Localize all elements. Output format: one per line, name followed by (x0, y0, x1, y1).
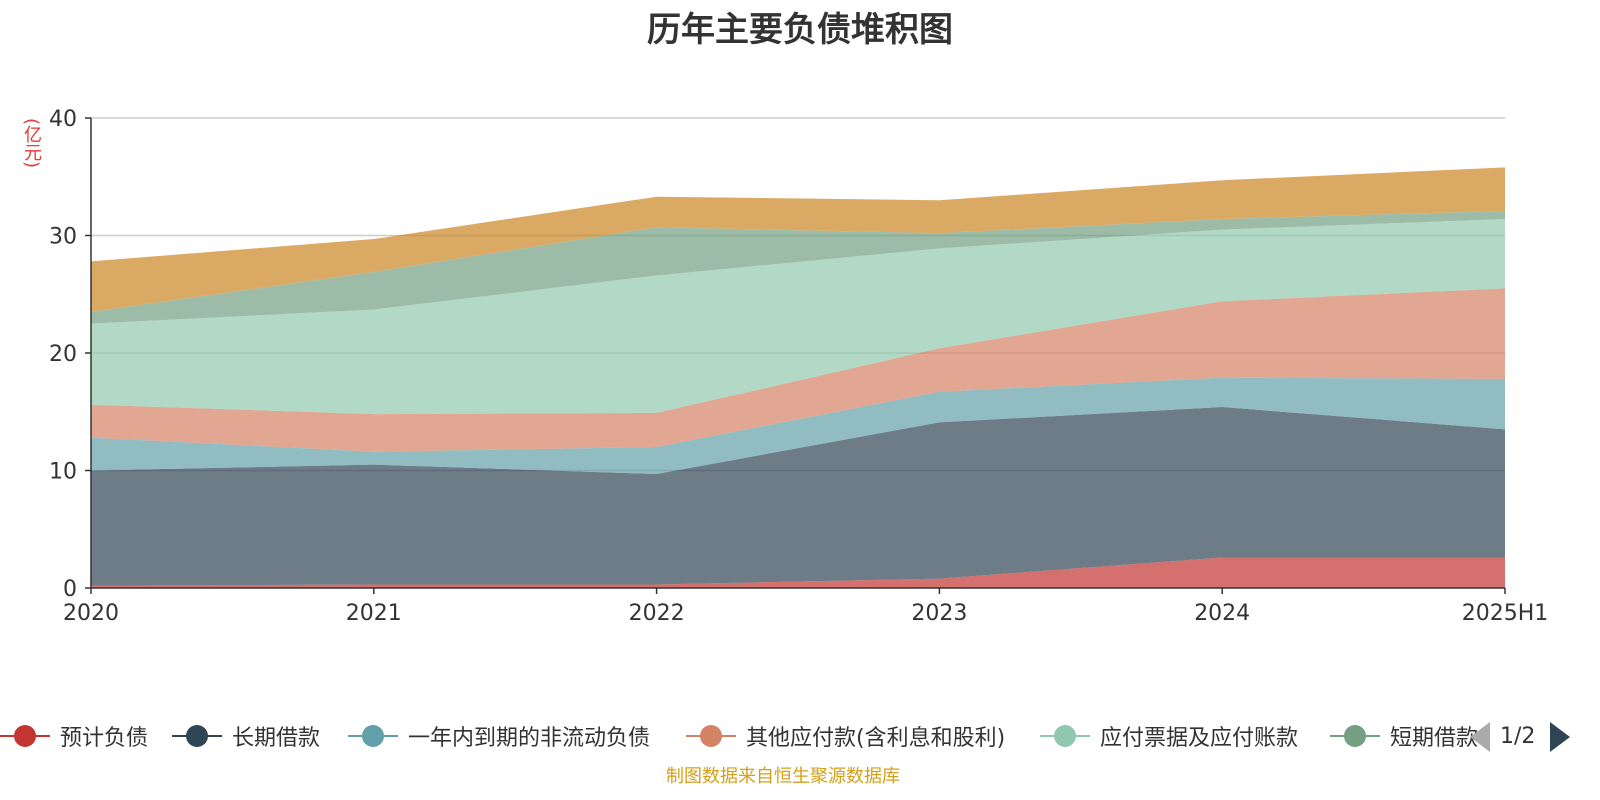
legend-marker-icon (1330, 724, 1380, 748)
area-series-4[interactable] (91, 219, 1505, 415)
x-tick-label: 2024 (1194, 601, 1250, 626)
legend-label: 短期借款 (1390, 726, 1479, 751)
legend-pager: 1/2 (1470, 722, 1600, 752)
chart-plot: 0 10 20 30 40 2020 2021 2022 2023 2024 2025H1 (49, 107, 1548, 626)
legend-item-1[interactable]: 长期借款 (172, 718, 320, 754)
legend-label: 一年内到期的非流动负债 (408, 726, 651, 751)
legend-label: 应付票据及应付账款 (1100, 726, 1299, 751)
x-tick-label: 2020 (63, 601, 119, 626)
legend-marker-icon (686, 724, 736, 748)
legend-marker-icon (348, 724, 398, 748)
y-tick-label: 10 (49, 460, 77, 485)
area-series-1[interactable] (91, 407, 1505, 586)
area-series-2[interactable] (91, 377, 1505, 475)
y-tick-label: 30 (49, 225, 77, 250)
area-series-3[interactable] (91, 288, 1505, 452)
legend-prev-page-arrow-icon[interactable] (1470, 722, 1490, 752)
legend-item-4[interactable]: 应付票据及应付账款 (1040, 718, 1298, 754)
y-tick-label: 0 (63, 577, 77, 602)
legend-label: 长期借款 (232, 726, 321, 751)
x-tick-label: 2023 (911, 601, 967, 626)
x-tick-label: 2022 (629, 601, 685, 626)
y-axis-unit-label: (亿元) (21, 118, 42, 169)
legend-next-page-arrow-icon[interactable] (1550, 722, 1570, 752)
legend-label: 预计负债 (60, 726, 149, 751)
area-series-6[interactable] (91, 167, 1505, 312)
area-series-5[interactable] (91, 210, 1505, 324)
legend-item-5[interactable]: 短期借款 (1330, 718, 1478, 754)
legend-marker-icon (1040, 724, 1090, 748)
legend-item-0[interactable]: 预计负债 (0, 718, 148, 754)
data-source-note: 制图数据来自恒生聚源数据库 (666, 766, 900, 787)
legend: 预计负债 长期借款 一年内到期的非流动负债 其他应付款(含利息和股利) 应付票据及应付账… (0, 718, 1480, 754)
stacked-areas (91, 167, 1505, 588)
x-tick-label: 2025H1 (1462, 601, 1549, 626)
y-tick-label: 20 (49, 342, 77, 367)
legend-item-2[interactable]: 一年内到期的非流动负债 (348, 718, 650, 754)
chart-title: 历年主要负债堆积图 (647, 10, 953, 50)
x-tick-label: 2021 (346, 601, 402, 626)
area-series-0[interactable] (91, 557, 1505, 588)
legend-item-3[interactable]: 其他应付款(含利息和股利) (686, 718, 1005, 754)
legend-label: 其他应付款(含利息和股利) (746, 726, 1006, 751)
legend-page-indicator: 1/2 (1500, 724, 1536, 749)
legend-marker-icon (0, 724, 50, 748)
y-tick-label: 40 (49, 107, 77, 132)
legend-marker-icon (172, 724, 222, 748)
axes: 0 10 20 30 40 2020 2021 2022 2023 2024 2025H1 (49, 107, 1548, 626)
